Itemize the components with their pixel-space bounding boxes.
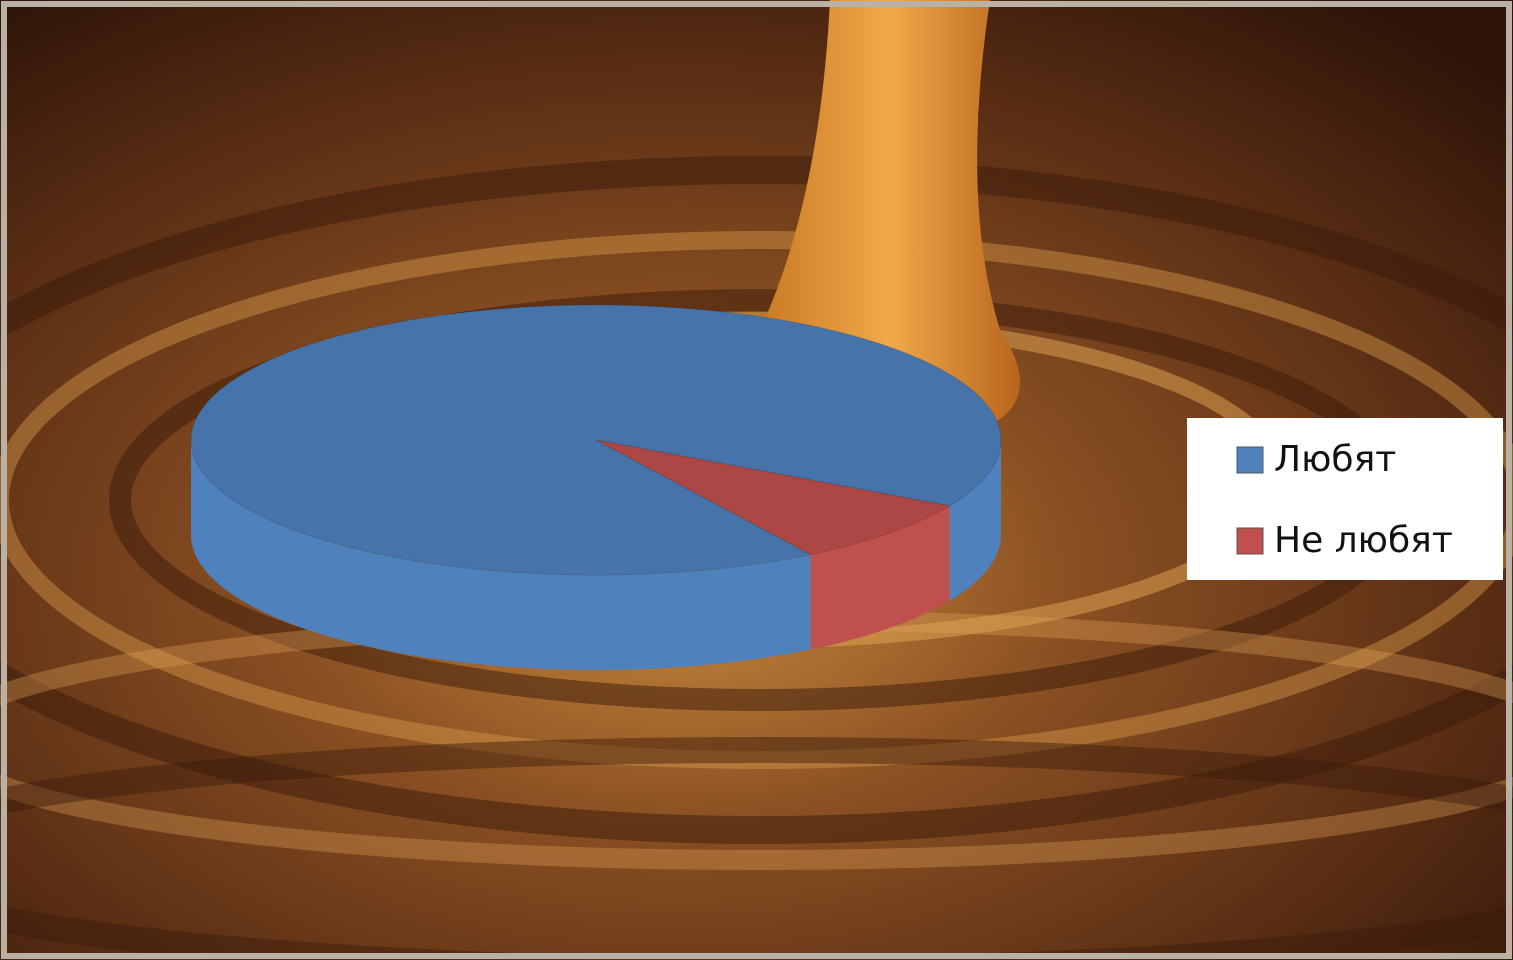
pie-slice-side — [810, 505, 950, 650]
pie-slice — [190, 304, 1002, 576]
pie-slice-shade — [191, 305, 1001, 575]
legend-swatch — [1236, 527, 1264, 555]
legend: Любят Не любят — [1236, 439, 1453, 561]
pie — [190, 304, 1002, 670]
legend-label: Не любят — [1274, 520, 1453, 561]
pie-slice-side — [191, 440, 811, 670]
legend-label: Любят — [1274, 439, 1396, 480]
pie-slice — [595, 439, 951, 556]
pie-slice-side — [949, 440, 1001, 601]
pie-slice-shade — [596, 440, 950, 555]
legend-swatch — [1236, 446, 1264, 474]
